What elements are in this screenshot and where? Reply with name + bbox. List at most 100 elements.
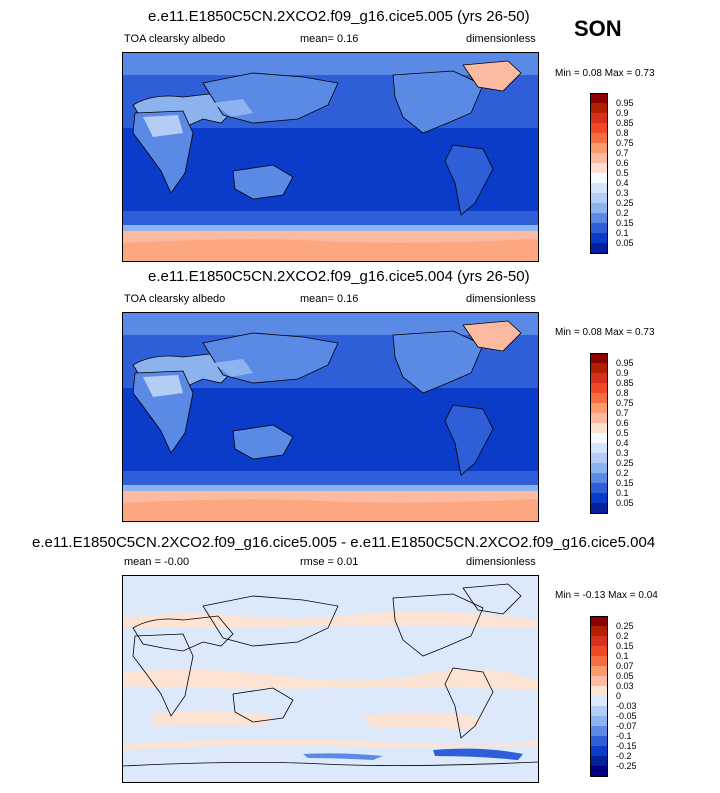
cbar3-swatch-5 [590, 666, 608, 677]
panel1-sea-ice-edge [123, 225, 538, 235]
panel3-asia [202, 595, 339, 647]
cbar2-label: 0.5 [616, 428, 629, 438]
panel3-rmse: rmse = 0.01 [300, 556, 359, 568]
cbar1-label: 0.3 [616, 188, 629, 198]
cbar1-label: 0.25 [616, 198, 634, 208]
cbar3-label: -0.07 [616, 721, 637, 731]
panel1-mean: mean= 0.16 [300, 33, 359, 45]
cbar2-swatch-4 [590, 393, 608, 404]
cbar1-label: 0.5 [616, 168, 629, 178]
cbar3-swatch-3 [590, 646, 608, 657]
cbar3-swatch-0 [590, 616, 608, 627]
panel2-south-america [444, 404, 494, 476]
cbar1-label: 0.4 [616, 178, 629, 188]
cbar2-label: 0.3 [616, 448, 629, 458]
cbar3-label: 0.07 [616, 661, 634, 671]
panel1-variable: TOA clearsky albedo [124, 33, 226, 45]
cbar2-swatch-15 [590, 503, 608, 514]
cbar1-label: 0.05 [616, 238, 634, 248]
cbar1-swatch-14 [590, 233, 608, 244]
cbar1-label: 0.15 [616, 218, 634, 228]
cbar3-swatch-11 [590, 726, 608, 737]
cbar1-swatch-11 [590, 203, 608, 214]
cbar2-swatch-10 [590, 453, 608, 464]
panel1-minmax: Min = 0.08 Max = 0.73 [555, 68, 655, 79]
cbar3-swatch-7 [590, 686, 608, 697]
cbar2-swatch-7 [590, 423, 608, 434]
panel1-sahara [143, 115, 183, 137]
panel2-units: dimensionless [466, 293, 536, 305]
cbar3-swatch-10 [590, 716, 608, 727]
cbar1-swatch-6 [590, 153, 608, 164]
cbar3-swatch-2 [590, 636, 608, 647]
panel1-north-america [392, 70, 484, 134]
cbar1-swatch-5 [590, 143, 608, 154]
cbar1-label: 0.85 [616, 118, 634, 128]
panel3-africa [132, 633, 194, 717]
cbar1-label: 0.2 [616, 208, 629, 218]
panel1-south-america [444, 144, 494, 216]
cbar2-label: 0.25 [616, 458, 634, 468]
cbar3-label: -0.1 [616, 731, 632, 741]
cbar1-swatch-0 [590, 93, 608, 104]
cbar2-swatch-9 [590, 443, 608, 454]
cbar1-label: 0.6 [616, 158, 629, 168]
cbar2-swatch-14 [590, 493, 608, 504]
panel3-south-america [444, 667, 494, 739]
panel3-positive-band-1 [123, 611, 538, 628]
panel1-southern-ocean [123, 211, 538, 229]
panel1-arctic-band [123, 53, 538, 75]
cbar2-swatch-1 [590, 363, 608, 374]
cbar2-swatch-8 [590, 433, 608, 444]
cbar3-label: -0.05 [616, 711, 637, 721]
cbar3-label: -0.03 [616, 701, 637, 711]
cbar2-label: 0.85 [616, 378, 634, 388]
panel2-map [122, 312, 539, 522]
cbar2-label: 0.15 [616, 478, 634, 488]
panel3-negative-patch-2 [433, 748, 523, 760]
cbar1-swatch-12 [590, 213, 608, 224]
cbar3-label: 0.03 [616, 681, 634, 691]
panel3-greenland [462, 583, 522, 615]
cbar1-label: 0.75 [616, 138, 634, 148]
panel3-eurasia-west [132, 615, 234, 652]
panel1-colorbar: 0.95 0.9 0.85 0.8 0.75 0.7 0.6 0.5 0.4 0… [590, 93, 650, 256]
cbar1-swatch-8 [590, 173, 608, 184]
cbar1-label: 0.8 [616, 128, 629, 138]
cbar3-label: -0.25 [616, 761, 637, 771]
panel2-tibet [213, 359, 253, 377]
cbar2-label: 0.8 [616, 388, 629, 398]
panel1-greenland [462, 60, 522, 92]
cbar2-swatch-5 [590, 403, 608, 414]
cbar1-label: 0.7 [616, 148, 629, 158]
cbar3-swatch-14 [590, 756, 608, 767]
panel3-map-svg [123, 576, 538, 782]
cbar3-label: 0 [616, 691, 622, 701]
cbar1-swatch-13 [590, 223, 608, 234]
cbar2-swatch-12 [590, 473, 608, 484]
panel2-antarctic-interior [123, 499, 538, 521]
panel3-antarctic-coast [123, 761, 538, 767]
cbar2-swatch-0 [590, 353, 608, 364]
cbar1-swatch-10 [590, 193, 608, 204]
cbar3-swatch-15 [590, 766, 608, 777]
panel2-mean: mean= 0.16 [300, 293, 359, 305]
panel2-southern-ocean [123, 471, 538, 489]
cbar1-swatch-1 [590, 103, 608, 114]
panel2-greenland [462, 320, 522, 352]
panel1-antarctic-interior [123, 239, 538, 261]
panel2-sahara [143, 375, 183, 397]
cbar2-swatch-11 [590, 463, 608, 474]
cbar2-label: 0.1 [616, 488, 629, 498]
panel2-minmax: Min = 0.08 Max = 0.73 [555, 327, 655, 338]
panel3-units: dimensionless [466, 556, 536, 568]
cbar2-label: 0.9 [616, 368, 629, 378]
cbar3-swatch-6 [590, 676, 608, 687]
cbar2-swatch-3 [590, 383, 608, 394]
cbar3-label: 0.15 [616, 641, 634, 651]
cbar3-swatch-12 [590, 736, 608, 747]
cbar3-swatch-9 [590, 706, 608, 717]
panel2-colorbar: 0.95 0.9 0.85 0.8 0.75 0.7 0.6 0.5 0.4 0… [590, 353, 650, 516]
panel3-positive-band-3 [123, 739, 538, 750]
cbar1-label: 0.9 [616, 108, 629, 118]
